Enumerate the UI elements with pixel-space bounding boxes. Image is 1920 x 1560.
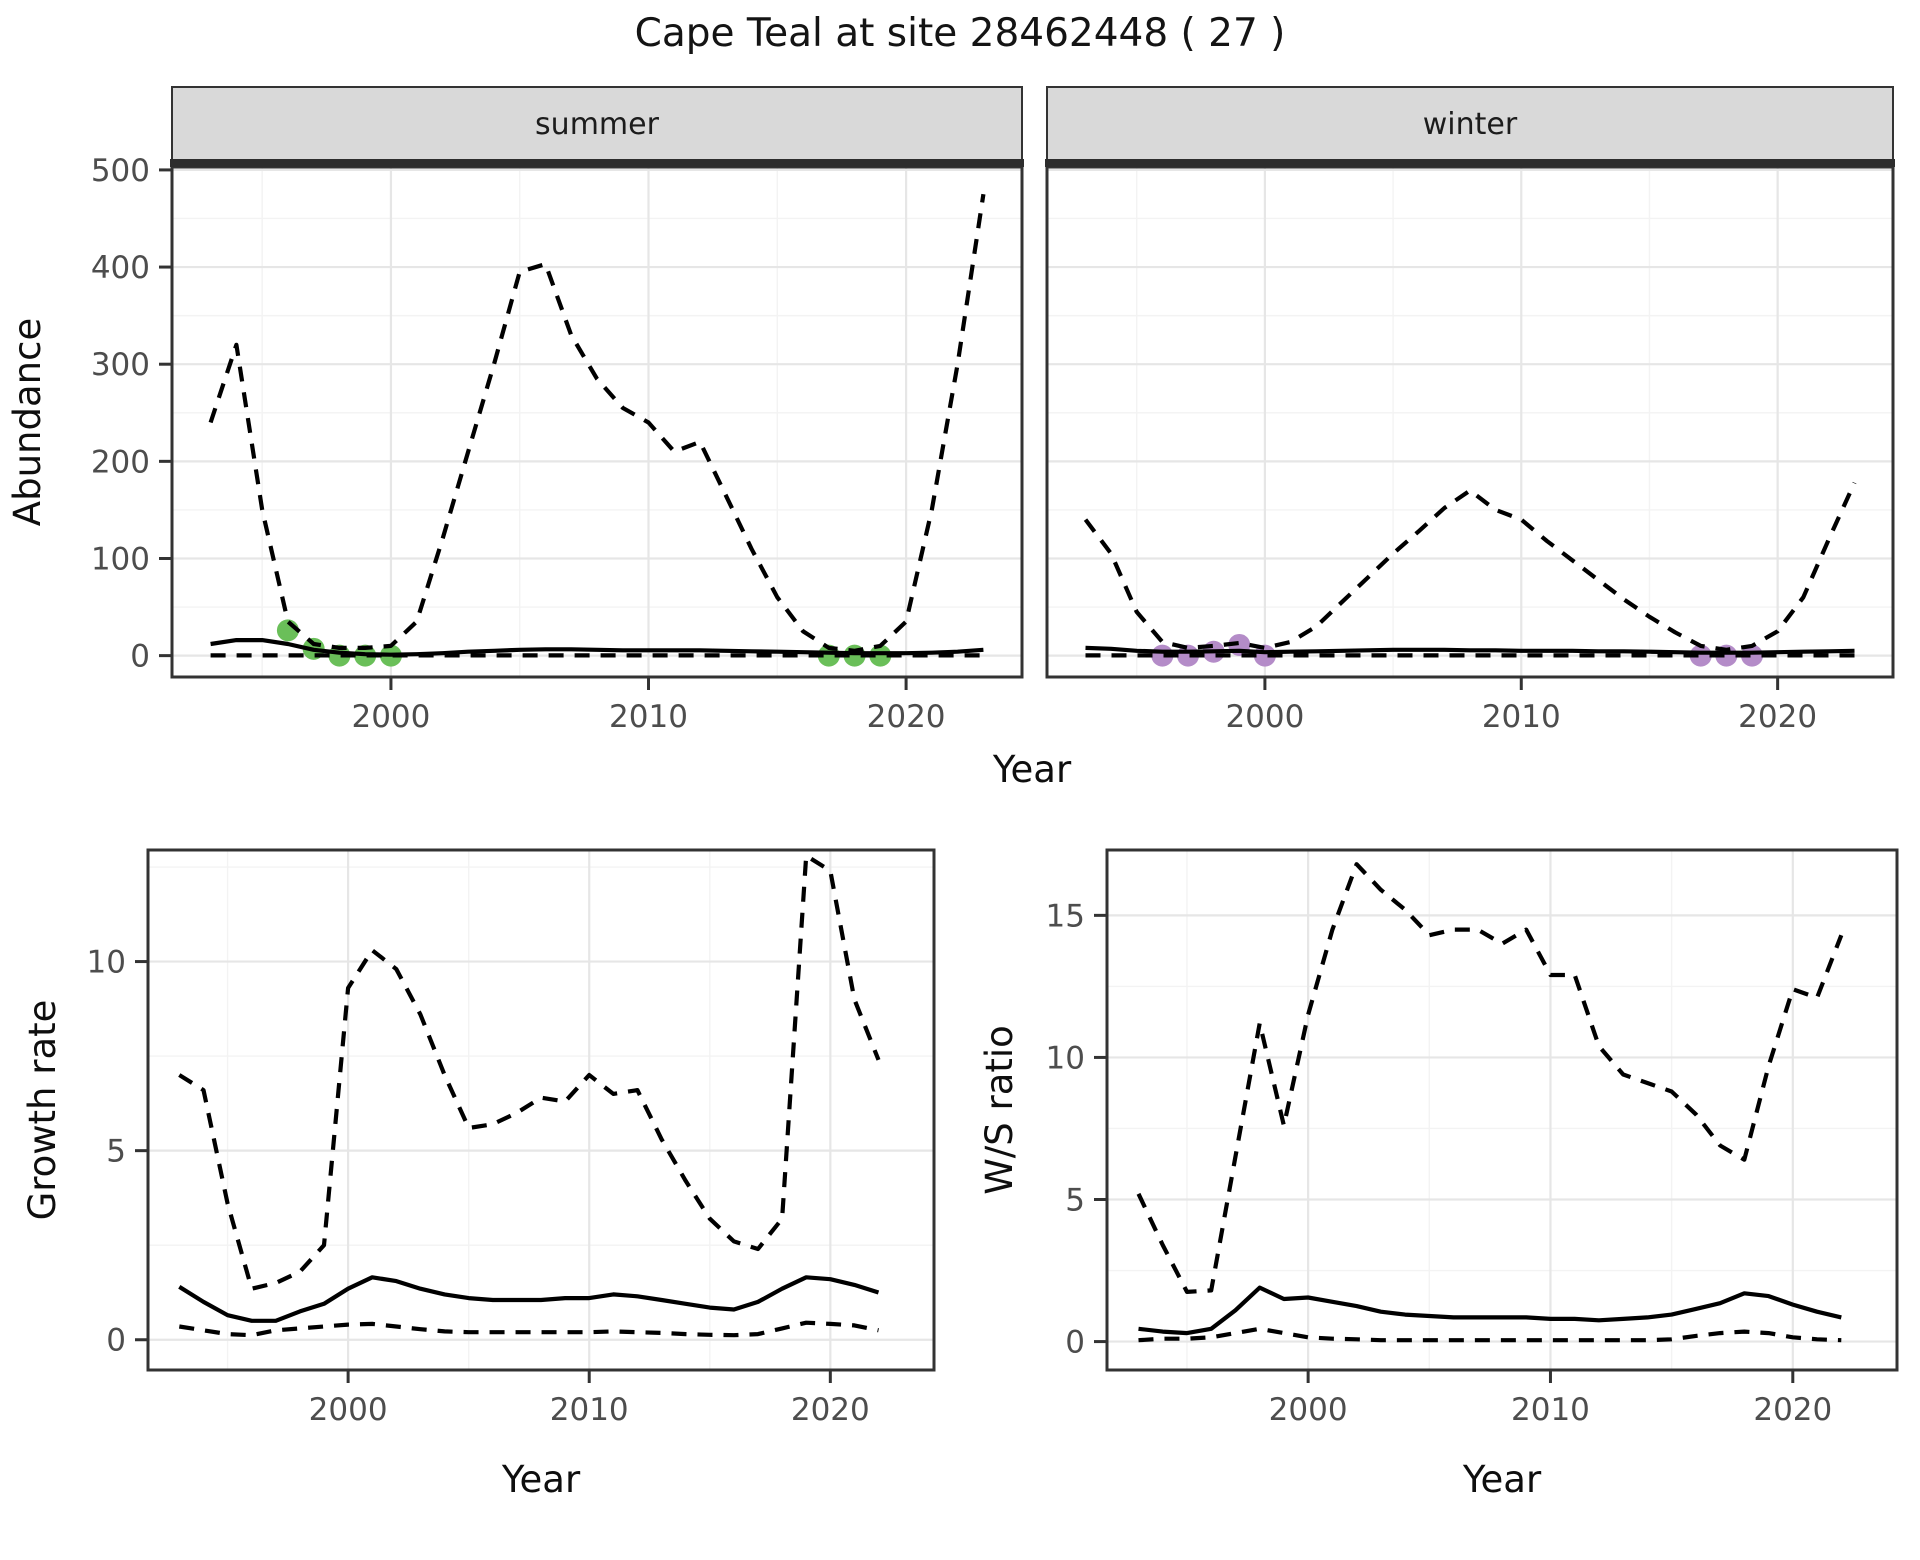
facet-strip-winter: winter	[1045, 86, 1895, 167]
series-estimate	[210, 638, 984, 657]
y-axis-title-growth-rate: Growth rate	[21, 1000, 64, 1221]
observed-dot	[869, 644, 892, 667]
x-tick-label: 2020	[791, 1392, 870, 1428]
panel-border	[146, 848, 936, 1372]
x-axis-title-year-top: Year	[992, 748, 1072, 791]
series-lower_ci	[178, 1320, 879, 1338]
strip-label-summer: summer	[535, 107, 660, 142]
panel-top-bar	[1045, 159, 1895, 167]
facet-strip-summer: summer	[170, 86, 1024, 167]
panel-abundance-summer: 2000 2010 2020 0 100 200 300 400 500	[91, 153, 1024, 735]
strip-box	[1046, 86, 1894, 161]
y-tick-label: 400	[91, 250, 150, 286]
x-tick-label: 2000	[1225, 699, 1304, 735]
panel-ws-ratio: 2000 2010 2020 0 5 10 15	[1046, 848, 1899, 1428]
series-upper_ci	[1083, 481, 1857, 652]
strip-box	[171, 86, 1023, 161]
y-tick-label: 300	[91, 347, 150, 383]
y-tick-label: 500	[91, 153, 150, 189]
y-tick-label: 200	[91, 444, 150, 480]
series-estimate	[178, 1275, 880, 1323]
plot-area-abundance-summer	[208, 193, 986, 667]
panel-top-bar	[170, 159, 1024, 167]
x-tick-label: 2010	[550, 1392, 629, 1428]
x-tick-label: 2010	[1482, 699, 1561, 735]
y-tick-label: 15	[1046, 898, 1085, 934]
x-axis-title-year-ws: Year	[1462, 1458, 1542, 1501]
series-upper_ci	[208, 193, 986, 653]
plot-area-abundance-winter	[1083, 481, 1857, 667]
x-tick-label: 2000	[351, 699, 430, 735]
facet-strips: summer winter	[170, 86, 1895, 167]
plot-area-growth-rate	[178, 853, 881, 1338]
panel-bg	[1107, 850, 1897, 1370]
panel-bg	[172, 167, 1022, 677]
y-axis-title-abundance: Abundance	[6, 318, 49, 526]
y-tick-label: 0	[130, 639, 150, 675]
x-tick-label: 2000	[1269, 1392, 1348, 1428]
series-estimate	[1085, 645, 1855, 655]
observed-dot	[1689, 644, 1712, 667]
panel-bg	[148, 850, 934, 1370]
panel-border	[1105, 848, 1899, 1372]
panel-bg	[1047, 167, 1893, 677]
series-lower_ci	[1138, 1326, 1842, 1343]
x-tick-label: 2020	[1738, 699, 1817, 735]
y-tick-label: 0	[1065, 1325, 1085, 1361]
y-tick-label: 0	[106, 1323, 126, 1359]
y-tick-label: 10	[1046, 1040, 1085, 1076]
x-tick-label: 2010	[609, 699, 688, 735]
series-estimate	[1138, 1285, 1842, 1336]
y-tick-label: 5	[106, 1134, 126, 1170]
x-axis-title-year-growth: Year	[501, 1458, 581, 1501]
plot-title: Cape Teal at site 28462448 ( 27 )	[635, 11, 1286, 56]
panel-abundance-winter: 2000 2010 2020	[1045, 159, 1895, 735]
observed-dot	[1741, 644, 1763, 667]
series-upper_ci	[178, 853, 881, 1291]
x-tick-label: 2000	[309, 1392, 388, 1428]
y-tick-label: 10	[87, 945, 126, 981]
panel-growth-rate: 2000 2010 2020 0 5 10	[87, 848, 936, 1428]
strip-label-winter: winter	[1423, 107, 1518, 142]
y-tick-label: 5	[1065, 1183, 1085, 1219]
x-tick-label: 2010	[1511, 1392, 1590, 1428]
series-upper_ci	[1136, 862, 1844, 1294]
y-axis-title-ws-ratio: W/S ratio	[978, 1025, 1021, 1195]
x-tick-label: 2020	[867, 699, 946, 735]
y-tick-label: 100	[91, 541, 150, 577]
x-tick-label: 2020	[1753, 1392, 1832, 1428]
plot-area-ws-ratio	[1136, 862, 1844, 1343]
